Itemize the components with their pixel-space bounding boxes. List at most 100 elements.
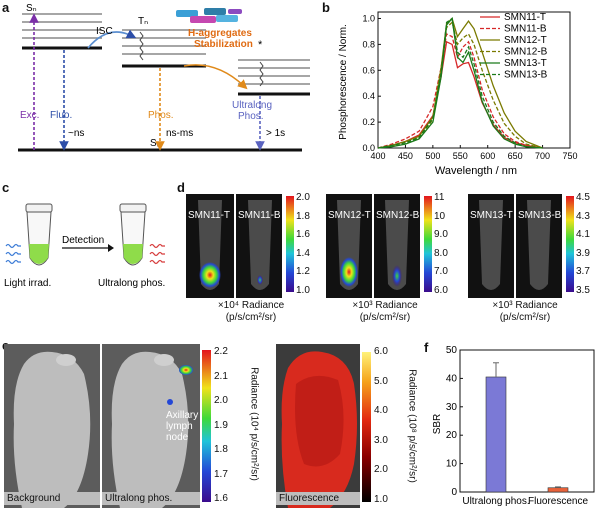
ultralong-phos-label: Ultralong phos. <box>98 278 165 289</box>
sn-label: Sₙ <box>26 3 37 14</box>
colorbar-tick-label: 2.0 <box>296 192 310 203</box>
stabilized-levels <box>238 59 310 85</box>
series-line-smn13-t <box>377 16 543 149</box>
isc-arrow <box>87 29 137 49</box>
group-smn13 <box>468 194 574 298</box>
stabilization-line1: H-aggregates <box>188 28 252 39</box>
chart-b-ylabel: Phosphorescence / Norm. <box>338 24 349 140</box>
panel-letter-c: c <box>2 180 10 195</box>
legend-label: SMN11-B <box>504 24 547 35</box>
emission-squiggles <box>149 243 165 265</box>
phos-time-label: ns-ms <box>166 128 193 139</box>
unit-line1: ×10³ Radiance <box>492 300 558 311</box>
node-label-line1: Axillary <box>166 410 199 421</box>
node-label-line2: lymph <box>166 421 193 432</box>
colorbar-tick-label: 9.0 <box>434 229 448 240</box>
jablonski-diagram: Sₙ Tₙ * H-aggregates Stabilization ISC S… <box>18 3 310 152</box>
colorbar-tick-label: 7.0 <box>434 266 448 277</box>
colorbar-tick-label: 10 <box>434 210 446 222</box>
phos-label: Phos. <box>148 110 174 121</box>
colorbar-tick-label: 8.0 <box>434 247 448 259</box>
y-tick-label: 1.0 <box>362 13 375 23</box>
colorbar-e2 <box>362 352 371 502</box>
legend-label: SMN11-T <box>504 12 546 23</box>
colorbar-tick-label: 1.8 <box>296 210 310 222</box>
isc-label: ISC <box>96 26 113 37</box>
tube-label-smn13-b: SMN13-B <box>518 210 562 221</box>
light-irrad-label: Light irrad. <box>4 278 51 289</box>
chart-b-frame <box>377 11 571 149</box>
tube-detection-schematic: Light irrad. Detection Ultralong phos. <box>4 203 165 289</box>
group-smn12 <box>326 194 432 298</box>
y-tick-label: 0.6 <box>362 65 375 75</box>
tn-label: Tₙ <box>138 16 148 27</box>
colorbar-tick-label: 1.6 <box>296 229 310 240</box>
unit-line1: ×10⁴ Radiance <box>217 300 285 311</box>
legend-label: SMN13-B <box>504 70 548 81</box>
colorbar-tick-label: 1.9 <box>214 419 228 431</box>
y-tick-label: 40 <box>446 373 458 384</box>
panel-letter-f: f <box>424 340 429 355</box>
stabilization-line2: Stabilization <box>194 39 253 50</box>
colorbar-tick-label: 2.0 <box>214 395 228 406</box>
panel-letter-b: b <box>322 0 330 15</box>
colorbar-tick-label: 1.2 <box>296 266 310 277</box>
colorbar-tick-label: 4.5 <box>576 192 590 203</box>
unit-line2: (p/s/cm²/sr) <box>359 312 411 323</box>
x-tick-label: 650 <box>508 151 523 161</box>
mouse-ultralong-image <box>102 344 200 508</box>
mouse-images-panel <box>4 344 371 508</box>
star-label: * <box>258 39 263 51</box>
x-tick-label: 500 <box>425 151 440 161</box>
scale2-title: Radiance (10⁸ p/s/cm²/sr) <box>406 369 418 483</box>
legend-label: SMN12-B <box>504 47 548 58</box>
tube-label-smn13-t: SMN13-T <box>470 210 513 221</box>
tube-label-smn12-t: SMN12-T <box>328 210 371 221</box>
ultralong-image-label: Ultralong phos. <box>102 492 200 505</box>
chart-f-ylabel: SBR <box>432 414 443 435</box>
ultralong-time-label: > 1s <box>266 128 285 139</box>
colorbar-tick-label: 1.0 <box>296 284 310 296</box>
colorbar-tick-label: 3.7 <box>576 266 590 277</box>
tube-label-smn11-t: SMN11-T <box>188 210 231 221</box>
legend-label: SMN12-T <box>504 35 547 46</box>
category-label: Fluorescence <box>528 496 588 507</box>
colorbar-tick-label: 1.4 <box>296 247 310 259</box>
phosphorescence-spectra-chart: Phosphorescence / Norm. Wavelength / nm … <box>338 11 578 177</box>
stabilized-relaxation-squiggle <box>259 61 264 87</box>
mouse-fluorescence-image <box>276 344 360 508</box>
fluorescence-image-label: Fluorescence <box>276 492 360 505</box>
colorbar-tick-label: 4.1 <box>576 229 590 240</box>
axillary-lymph-node-label: Axillary lymph node <box>166 410 198 443</box>
x-tick-label: 700 <box>535 151 550 161</box>
colorbar-tick-label: 1.8 <box>214 444 228 455</box>
bar-fluorescence <box>547 487 569 493</box>
tube-label-smn11-b: SMN11-B <box>238 210 281 221</box>
colorbar-tick-label: 2.0 <box>374 464 388 475</box>
unit-caption-smn13: ×10³ Radiance (p/s/cm²/sr) <box>470 300 580 324</box>
tube-label-smn12-b: SMN12-B <box>376 210 420 221</box>
tn-relaxation-squiggle <box>139 31 144 61</box>
x-tick-label: 750 <box>562 151 577 161</box>
x-tick-label: 550 <box>453 151 468 161</box>
aggregate-molecule-sketch <box>176 8 242 23</box>
stabilization-arrow <box>183 64 248 90</box>
panel-letter-a: a <box>2 0 10 15</box>
mouse-background-image <box>4 344 100 508</box>
ultralong-label-line2: Phos. <box>238 111 264 122</box>
chart-f-frame <box>459 349 595 493</box>
background-image-label: Background <box>4 492 100 505</box>
series-line-smn11-b <box>377 33 543 149</box>
tube-images-panel <box>186 194 574 298</box>
colorbar-tick-label: 4.0 <box>374 405 388 416</box>
colorbar-tick-label: 1.6 <box>214 493 228 504</box>
fluo-label: Fluo. <box>50 110 72 121</box>
group-smn11 <box>186 194 294 298</box>
colorbar-tick-label: 2.1 <box>214 370 228 382</box>
detection-label: Detection <box>62 235 104 246</box>
ultralong-label-line1: Ultralong <box>232 100 272 111</box>
y-tick-label: 20 <box>446 430 458 441</box>
colorbar-tick-label: 3.0 <box>374 434 388 446</box>
colorbar-tick-label: 1.7 <box>214 468 228 480</box>
colorbar-tick-label: 3.9 <box>576 247 590 259</box>
